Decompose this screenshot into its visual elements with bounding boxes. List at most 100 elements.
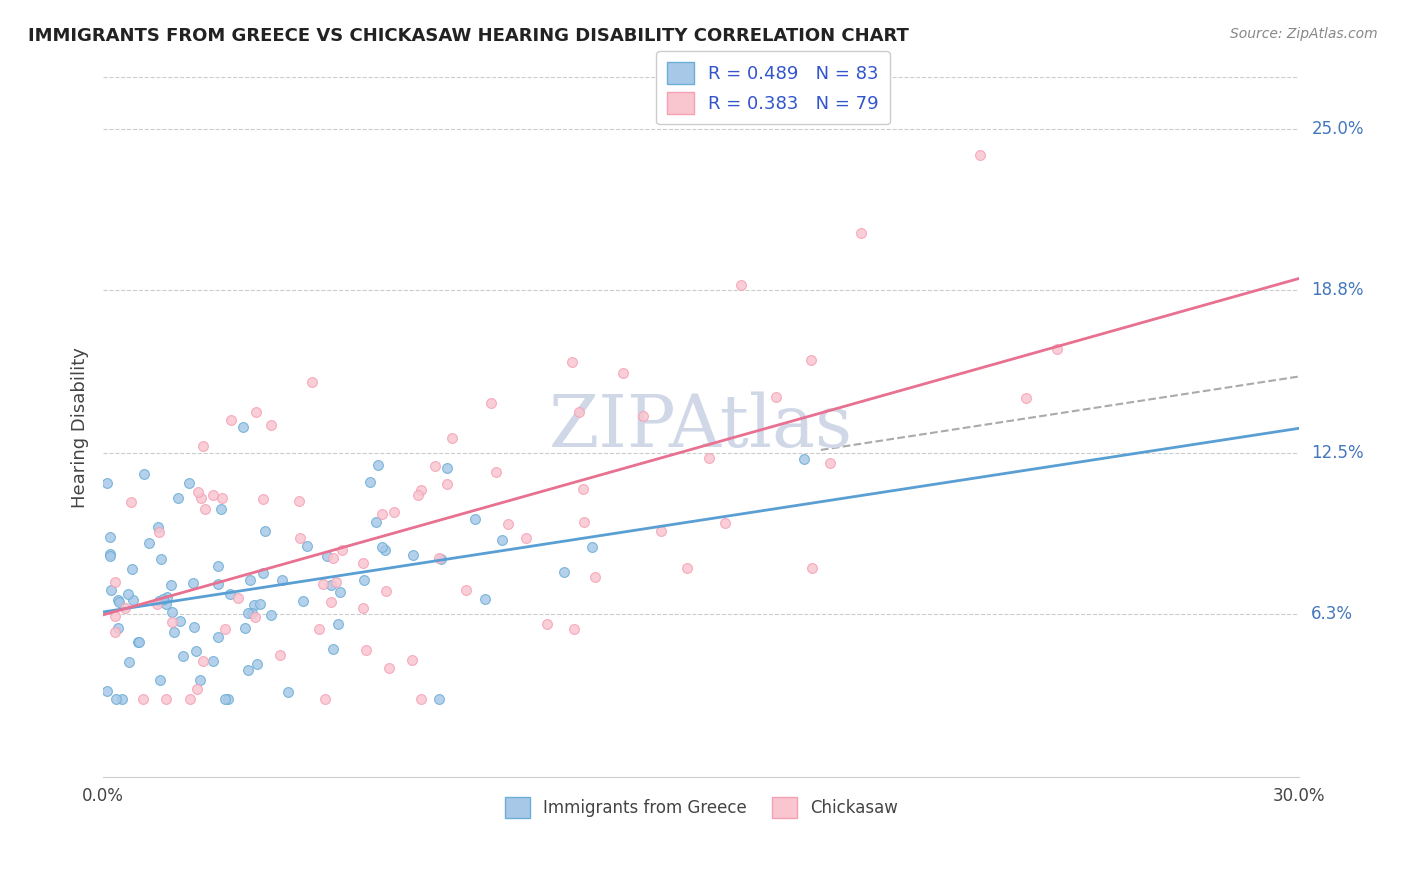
Point <box>561 355 583 369</box>
Point <box>153 592 176 607</box>
Point <box>730 277 752 292</box>
Point <box>308 622 330 636</box>
Point <box>464 512 486 526</box>
Point <box>202 488 225 502</box>
Point <box>271 573 294 587</box>
Point <box>427 550 450 565</box>
Point <box>149 673 172 687</box>
Point <box>179 692 201 706</box>
Point <box>202 654 225 668</box>
Point <box>121 593 143 607</box>
Point <box>491 533 513 548</box>
Point <box>314 692 336 706</box>
Point <box>226 591 249 605</box>
Point <box>117 587 139 601</box>
Point <box>111 692 134 706</box>
Point <box>675 561 697 575</box>
Point <box>496 517 519 532</box>
Point <box>148 524 170 539</box>
Point <box>277 685 299 699</box>
Point <box>249 598 271 612</box>
Point <box>193 501 215 516</box>
Point <box>187 485 209 500</box>
Point <box>411 483 433 498</box>
Point <box>245 405 267 419</box>
Point <box>253 524 276 538</box>
Point <box>128 634 150 648</box>
Point <box>186 681 208 696</box>
Point <box>252 492 274 507</box>
Point <box>191 654 214 668</box>
Point <box>373 542 395 557</box>
Point <box>430 551 453 566</box>
Point <box>574 515 596 529</box>
Point <box>217 692 239 706</box>
Point <box>209 501 232 516</box>
Point <box>631 409 654 423</box>
Point <box>98 547 121 561</box>
Point <box>138 536 160 550</box>
Point <box>104 608 127 623</box>
Point <box>378 661 401 675</box>
Point <box>252 566 274 580</box>
Point <box>238 663 260 677</box>
Point <box>572 482 595 496</box>
Point <box>232 420 254 434</box>
Point <box>474 592 496 607</box>
Point <box>146 598 169 612</box>
Point <box>127 635 149 649</box>
Point <box>650 524 672 539</box>
Point <box>440 431 463 445</box>
Point <box>793 452 815 467</box>
Point <box>329 585 352 599</box>
Point <box>148 594 170 608</box>
Point <box>181 576 204 591</box>
Text: 6.3%: 6.3% <box>1312 605 1354 623</box>
Point <box>207 577 229 591</box>
Point <box>353 573 375 587</box>
Point <box>152 591 174 606</box>
Point <box>401 653 423 667</box>
Point <box>553 565 575 579</box>
Point <box>104 574 127 589</box>
Point <box>211 491 233 505</box>
Point <box>319 595 342 609</box>
Text: 25.0%: 25.0% <box>1312 120 1364 138</box>
Point <box>245 657 267 672</box>
Legend: Immigrants from Greece, Chickasaw: Immigrants from Greece, Chickasaw <box>498 791 904 824</box>
Point <box>107 621 129 635</box>
Point <box>260 417 283 432</box>
Point <box>820 456 842 470</box>
Point <box>166 491 188 505</box>
Point <box>427 692 450 706</box>
Point <box>160 578 183 592</box>
Point <box>132 467 155 481</box>
Point <box>162 605 184 619</box>
Point <box>354 642 377 657</box>
Point <box>107 595 129 609</box>
Point <box>312 577 335 591</box>
Point <box>160 615 183 629</box>
Point <box>800 561 823 575</box>
Point <box>290 532 312 546</box>
Point <box>406 488 429 502</box>
Point <box>156 591 179 605</box>
Text: IMMIGRANTS FROM GREECE VS CHICKASAW HEARING DISABILITY CORRELATION CHART: IMMIGRANTS FROM GREECE VS CHICKASAW HEAR… <box>28 27 910 45</box>
Point <box>100 583 122 598</box>
Point <box>322 641 344 656</box>
Point <box>316 549 339 564</box>
Point <box>148 520 170 534</box>
Text: ZIPAtlas: ZIPAtlas <box>550 392 853 462</box>
Point <box>155 692 177 706</box>
Point <box>322 550 344 565</box>
Point <box>714 516 737 531</box>
Point <box>292 593 315 607</box>
Point <box>105 692 128 706</box>
Point <box>364 515 387 529</box>
Point <box>1046 342 1069 356</box>
Point <box>243 599 266 613</box>
Point <box>612 366 634 380</box>
Point <box>150 551 173 566</box>
Point <box>218 587 240 601</box>
Point <box>325 574 347 589</box>
